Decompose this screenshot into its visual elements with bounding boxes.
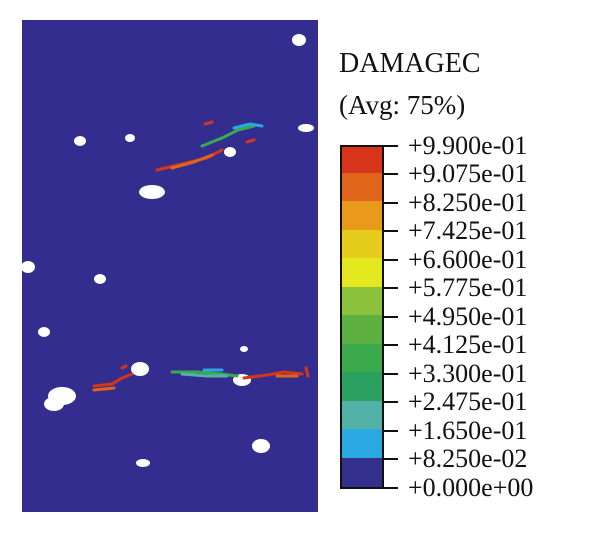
void bbox=[292, 34, 306, 46]
color-scale-bar bbox=[340, 145, 384, 489]
legend-level-label: +9.900e-01 bbox=[408, 131, 528, 160]
color-band bbox=[342, 315, 382, 344]
legend-tick bbox=[384, 430, 398, 432]
color-band bbox=[342, 344, 382, 372]
color-band bbox=[342, 173, 382, 201]
legend-level-label: +7.425e-01 bbox=[408, 216, 528, 245]
legend-level-label: +8.250e-01 bbox=[408, 188, 528, 217]
legend-level-label: +8.250e-02 bbox=[408, 444, 528, 473]
void bbox=[224, 147, 236, 157]
void bbox=[252, 439, 270, 453]
damage-contour-plot bbox=[22, 20, 318, 512]
color-band bbox=[342, 287, 382, 315]
void bbox=[38, 327, 50, 337]
legend-level-label: +4.950e-01 bbox=[408, 302, 528, 331]
legend-tick bbox=[384, 259, 398, 261]
legend-tick bbox=[384, 173, 398, 175]
void bbox=[240, 346, 248, 352]
legend-tick bbox=[384, 230, 398, 232]
voids bbox=[22, 34, 314, 467]
upper-crack-band bbox=[155, 120, 264, 172]
legend-tick bbox=[384, 458, 398, 460]
legend-averaging: (Avg: 75%) bbox=[339, 90, 466, 120]
color-band bbox=[342, 230, 382, 258]
specimen-contour bbox=[22, 20, 318, 512]
legend-tick bbox=[384, 287, 398, 289]
legend-level-label: +5.775e-01 bbox=[408, 273, 528, 302]
void bbox=[94, 274, 106, 284]
void bbox=[125, 134, 135, 142]
color-band bbox=[342, 458, 382, 487]
void bbox=[131, 362, 149, 376]
color-band bbox=[342, 147, 382, 173]
void bbox=[22, 261, 35, 273]
legend-tick bbox=[384, 344, 398, 346]
color-band bbox=[342, 201, 382, 230]
legend-tick bbox=[384, 316, 398, 318]
color-band bbox=[342, 429, 382, 458]
void bbox=[139, 185, 165, 199]
legend-tick bbox=[384, 202, 398, 204]
legend-tick bbox=[384, 145, 398, 147]
legend-level-label: +9.075e-01 bbox=[408, 159, 528, 188]
legend-tick bbox=[384, 487, 398, 489]
legend-tick bbox=[384, 373, 398, 375]
color-band bbox=[342, 401, 382, 429]
lower-crack-band bbox=[92, 364, 310, 392]
color-band bbox=[342, 372, 382, 401]
legend-variable-name: DAMAGEC bbox=[339, 48, 481, 79]
specimen-body bbox=[22, 20, 318, 512]
void bbox=[136, 459, 150, 467]
legend-level-label: +4.125e-01 bbox=[408, 330, 528, 359]
void bbox=[298, 124, 314, 132]
color-band bbox=[342, 258, 382, 287]
legend-tick bbox=[384, 401, 398, 403]
void bbox=[44, 397, 64, 411]
legend-level-label: +6.600e-01 bbox=[408, 245, 528, 274]
void bbox=[74, 136, 86, 146]
legend-level-label: +0.000e+00 bbox=[408, 473, 534, 502]
legend-level-label: +1.650e-01 bbox=[408, 416, 528, 445]
legend-level-label: +2.475e-01 bbox=[408, 387, 528, 416]
legend-level-label: +3.300e-01 bbox=[408, 359, 528, 388]
